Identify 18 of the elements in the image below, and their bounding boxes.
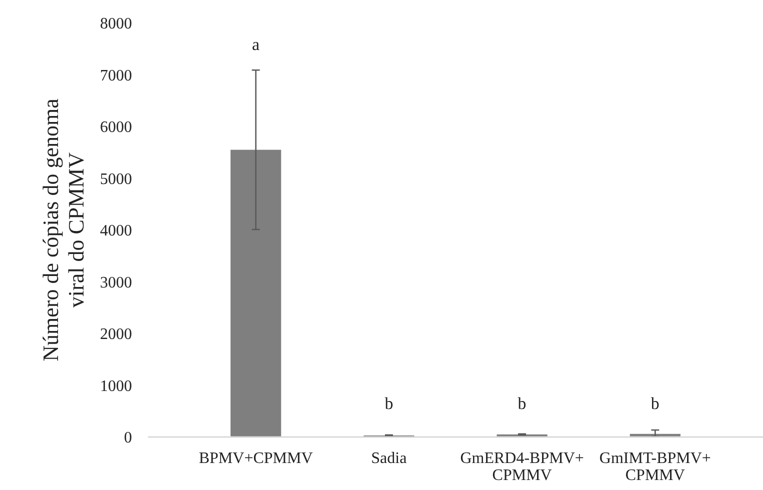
x-tick-label: GmERD4-BPMV+CPMMV [460, 450, 584, 484]
annotation: b [650, 394, 660, 413]
y-axis-title: Número de cópias do genoma viral do CPMMV [38, 98, 88, 362]
y-tick-label: 6000 [100, 119, 132, 136]
y-tick-label: 5000 [100, 170, 132, 188]
y-tick-label: 1000 [100, 378, 132, 395]
x-tick-label: Sadia [371, 450, 407, 467]
y-tick-label: 2000 [100, 326, 132, 344]
y-tick-label: 4000 [100, 222, 132, 240]
y-tick-label: 7000 [100, 67, 132, 84]
y-tick-label: 3000 [100, 274, 132, 292]
x-tick-label: GmIMT-BPMV+CPMMV [599, 450, 711, 484]
y-tick-label: 0 [124, 430, 132, 447]
annotation: b [384, 394, 394, 413]
annotation: a [252, 35, 260, 54]
x-tick-label: BPMV+CPMMV [198, 450, 314, 467]
y-tick-label: 8000 [100, 16, 132, 33]
annotation: b [518, 394, 526, 413]
